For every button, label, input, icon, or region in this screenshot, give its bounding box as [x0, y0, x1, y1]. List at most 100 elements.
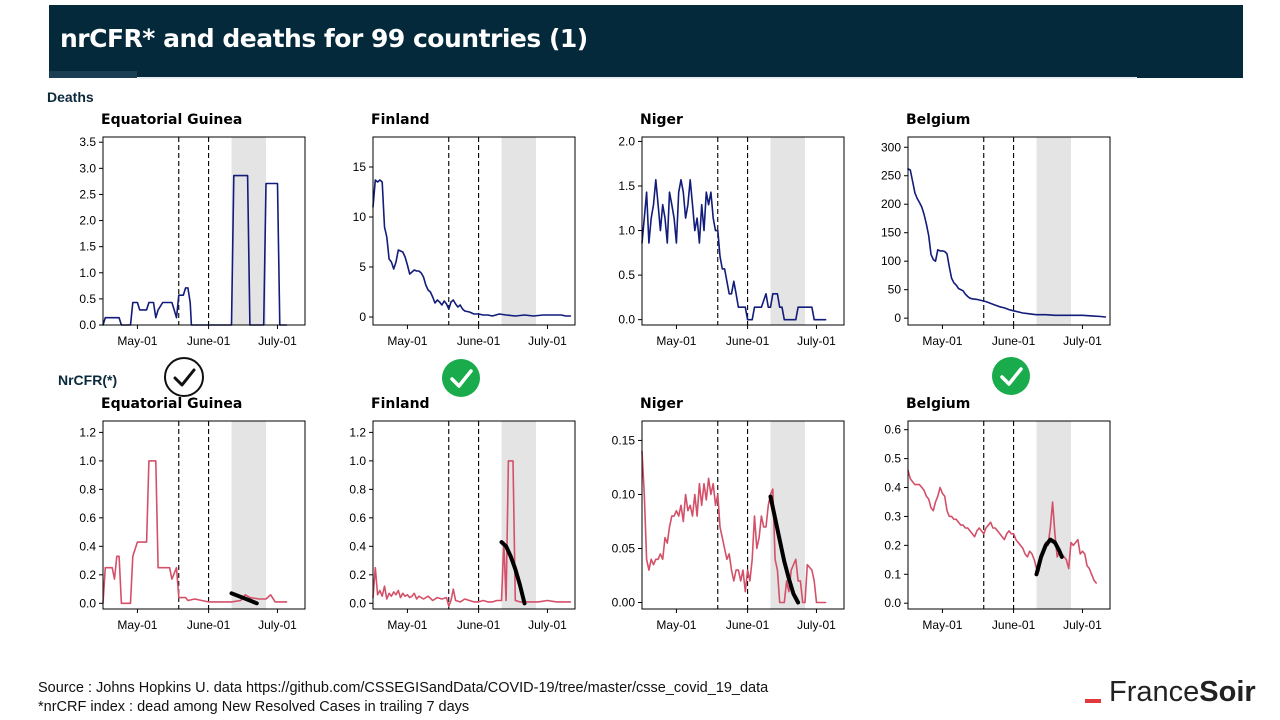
series-line: [102, 460, 288, 605]
y-tick-label: 0.4: [79, 539, 96, 553]
chart-title: Finland: [371, 396, 430, 412]
y-tick-label: 1.2: [349, 425, 366, 439]
trend-line: [768, 494, 801, 605]
y-tick-label: 15: [353, 160, 367, 174]
y-tick-label: 100: [881, 254, 901, 268]
x-tick-label: July-01: [528, 334, 567, 348]
y-tick-label: 0.1: [884, 567, 901, 581]
y-tick-label: 0.6: [349, 511, 366, 525]
chart-plot: 0.0 0.1 0.2 0.3 0.4 0.5 0.6 May-01 June-01 July-0…: [884, 420, 1111, 632]
y-tick-label: 2.0: [618, 134, 635, 148]
y-tick-label: 0.5: [618, 268, 635, 282]
chart-plot: 0 5 10 15 May-01 June-01 July-01: [353, 136, 576, 348]
chart-title: Finland: [371, 112, 430, 128]
nrcfr-chart-equatorial-guinea: Equatorial Guinea 0.0 0.2 0.4 0.6 0.8 1.0 1.2 M…: [60, 396, 315, 646]
y-tick-label: 0.4: [349, 539, 366, 553]
nrcfr-chart-finland: Finland 0.0 0.2 0.4 0.6 0.8 1.0 1.2 May-01 June-…: [330, 396, 585, 646]
deaths-chart-finland: Finland 0 5 10 15 May-01 June-01 July-01: [330, 112, 585, 362]
y-tick-label: 1.0: [618, 224, 635, 238]
y-tick-label: 0.0: [349, 596, 366, 610]
shaded-period: [770, 137, 805, 325]
nrcfr-chart-belgium: Belgium 0.0 0.1 0.2 0.3 0.4 0.5 0.6 May-01 June-…: [865, 396, 1120, 646]
x-tick-label: July-01: [797, 618, 836, 632]
x-tick-label: May-01: [922, 618, 962, 632]
x-tick-label: July-01: [528, 618, 567, 632]
logo-part2: Soir: [1199, 676, 1256, 708]
plot-frame: [372, 420, 576, 610]
y-tick-label: 0.0: [79, 596, 96, 610]
x-tick-label: July-01: [258, 618, 297, 632]
x-tick-label: June-01: [992, 334, 1036, 348]
plot-frame: [907, 420, 1111, 610]
x-tick-label: July-01: [1063, 334, 1102, 348]
trend-line: [1034, 537, 1064, 577]
y-tick-label: 3.0: [79, 161, 96, 175]
series-line: [102, 174, 288, 326]
plot-frame: [102, 136, 306, 326]
header-underline: [137, 77, 1137, 79]
y-tick-label: 5: [359, 260, 366, 274]
chart-plot: 0.0 0.5 1.0 1.5 2.0 2.5 3.0 3.5 May-01 June-01 Jul…: [79, 135, 306, 348]
plot-frame: [641, 420, 845, 610]
y-tick-label: 10: [353, 210, 367, 224]
y-tick-label: 0.15: [612, 433, 636, 447]
x-tick-label: May-01: [656, 618, 696, 632]
source-note: Source : Johns Hopkins U. data https://g…: [38, 680, 769, 696]
row-label-deaths: Deaths: [47, 89, 94, 105]
y-tick-label: 0.6: [884, 423, 901, 437]
chart-title: Niger: [640, 396, 683, 412]
chart-plot: 0 50 100 150 200 250 300 May-01 June-01 July-01: [881, 136, 1111, 348]
y-tick-label: 0.0: [79, 318, 96, 332]
x-tick-label: June-01: [187, 618, 231, 632]
page-title: nrCFR* and deaths for 99 countries (1): [60, 24, 588, 53]
y-tick-label: 0.5: [884, 452, 901, 466]
x-tick-label: June-01: [457, 618, 501, 632]
y-tick-label: 1.2: [79, 425, 96, 439]
chart-plot: 0.0 0.2 0.4 0.6 0.8 1.0 1.2 May-01 June-01 July-0…: [79, 420, 306, 632]
chart-title: Belgium: [906, 112, 971, 128]
y-tick-label: 2.5: [79, 187, 96, 201]
y-tick-label: 0.2: [884, 538, 901, 552]
check-filled-icon: [992, 357, 1030, 395]
logo-dash: [1085, 699, 1101, 704]
y-tick-label: 0.0: [884, 596, 901, 610]
x-tick-label: July-01: [258, 334, 297, 348]
series-line: [641, 179, 827, 321]
y-tick-label: 0: [894, 311, 901, 325]
x-tick-label: May-01: [387, 618, 427, 632]
y-tick-label: 0.2: [79, 568, 96, 582]
y-tick-label: 1.5: [79, 240, 96, 254]
trend-line: [499, 540, 527, 606]
y-tick-label: 50: [888, 283, 902, 297]
y-tick-label: 0: [359, 310, 366, 324]
series-line: [907, 469, 1097, 584]
x-tick-label: June-01: [726, 334, 770, 348]
check-outline-icon: [164, 357, 204, 397]
plot-frame: [102, 420, 306, 610]
deaths-chart-belgium: Belgium 0 50 100 150 200 250 300 May-01 June-01 J…: [865, 112, 1120, 362]
series-line: [907, 168, 1107, 318]
row-label-nrcfr: NrCFR(*): [58, 372, 118, 388]
x-tick-label: July-01: [1063, 618, 1102, 632]
series-line: [372, 460, 572, 607]
header-banner: [49, 5, 1243, 78]
y-tick-label: 1.5: [618, 179, 635, 193]
y-tick-label: 1.0: [349, 454, 366, 468]
y-tick-label: 250: [881, 169, 901, 183]
y-tick-label: 0.10: [612, 487, 636, 501]
y-tick-label: 1.0: [79, 266, 96, 280]
francesoir-logo: FranceSoir: [1085, 676, 1256, 716]
y-tick-label: 300: [881, 140, 901, 154]
y-tick-label: 150: [881, 226, 901, 240]
chart-plot: 0.0 0.2 0.4 0.6 0.8 1.0 1.2 May-01 June-01 July-0…: [349, 420, 576, 632]
y-tick-label: 0.0: [618, 313, 635, 327]
chart-title: Equatorial Guinea: [101, 396, 243, 412]
plot-frame: [907, 136, 1111, 326]
plot-frame: [372, 136, 576, 326]
nrcfr-chart-niger: Niger 0.00 0.05 0.10 0.15 May-01 June-01 July-…: [599, 396, 854, 646]
y-tick-label: 0.3: [884, 509, 901, 523]
chart-plot: 0.00 0.05 0.10 0.15 May-01 June-01 July-01: [612, 420, 845, 632]
x-tick-label: June-01: [457, 334, 501, 348]
chart-plot: 0.0 0.5 1.0 1.5 2.0 May-01 June-01 July-01: [618, 134, 845, 348]
x-tick-label: July-01: [797, 334, 836, 348]
